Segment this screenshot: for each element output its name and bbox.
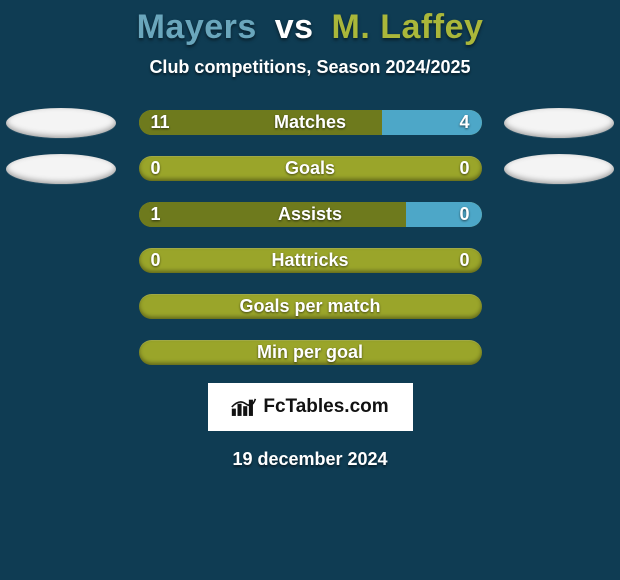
subtitle: Club competitions, Season 2024/2025	[149, 57, 470, 78]
stat-value-left: 0	[151, 248, 161, 273]
stat-bar-track: Min per goal	[139, 340, 482, 365]
stat-bar-track: Goals0 0	[139, 156, 482, 181]
stat-row: Goals per match	[0, 294, 620, 319]
bar-chart-icon	[231, 396, 257, 418]
player2-name: M. Laffey	[332, 8, 484, 46]
stat-bar-fill-left	[139, 202, 407, 227]
stat-row: Assists10	[0, 202, 620, 227]
stat-bar-track: Matches114	[139, 110, 482, 135]
stat-label: Goals	[139, 156, 482, 181]
vs-text: vs	[275, 8, 314, 46]
player2-badge	[504, 154, 614, 184]
source-logo: FcTables.com	[208, 383, 413, 431]
player2-badge	[504, 108, 614, 138]
date-text: 19 december 2024	[232, 449, 387, 470]
stat-label: Min per goal	[139, 340, 482, 365]
stat-bar-track: Assists10	[139, 202, 482, 227]
stat-label: Hattricks	[139, 248, 482, 273]
stat-rows: Matches114Goals00Assists10Hattricks00Goa…	[0, 110, 620, 365]
stat-bar-fill-right	[406, 202, 481, 227]
logo-text: FcTables.com	[263, 396, 388, 418]
stat-value-left: 0	[151, 156, 161, 181]
stat-bar-track: Goals per match	[139, 294, 482, 319]
stat-label: Goals per match	[139, 294, 482, 319]
stat-row: Matches114	[0, 110, 620, 135]
stat-row: Min per goal	[0, 340, 620, 365]
stat-bar-track: Hattricks0 0	[139, 248, 482, 273]
stat-row: Hattricks0 0	[0, 248, 620, 273]
stat-value-right: 0	[459, 156, 469, 181]
stat-row: Goals0 0	[0, 156, 620, 181]
player1-badge	[6, 108, 116, 138]
page-title: Mayers vs M. Laffey	[137, 8, 484, 47]
stat-bar-fill-right	[382, 110, 481, 135]
comparison-card: Mayers vs M. Laffey Club competitions, S…	[0, 0, 620, 580]
stat-bar-fill-left	[139, 110, 383, 135]
stat-value-right: 0	[459, 248, 469, 273]
player1-badge	[6, 154, 116, 184]
player1-name: Mayers	[137, 8, 257, 46]
